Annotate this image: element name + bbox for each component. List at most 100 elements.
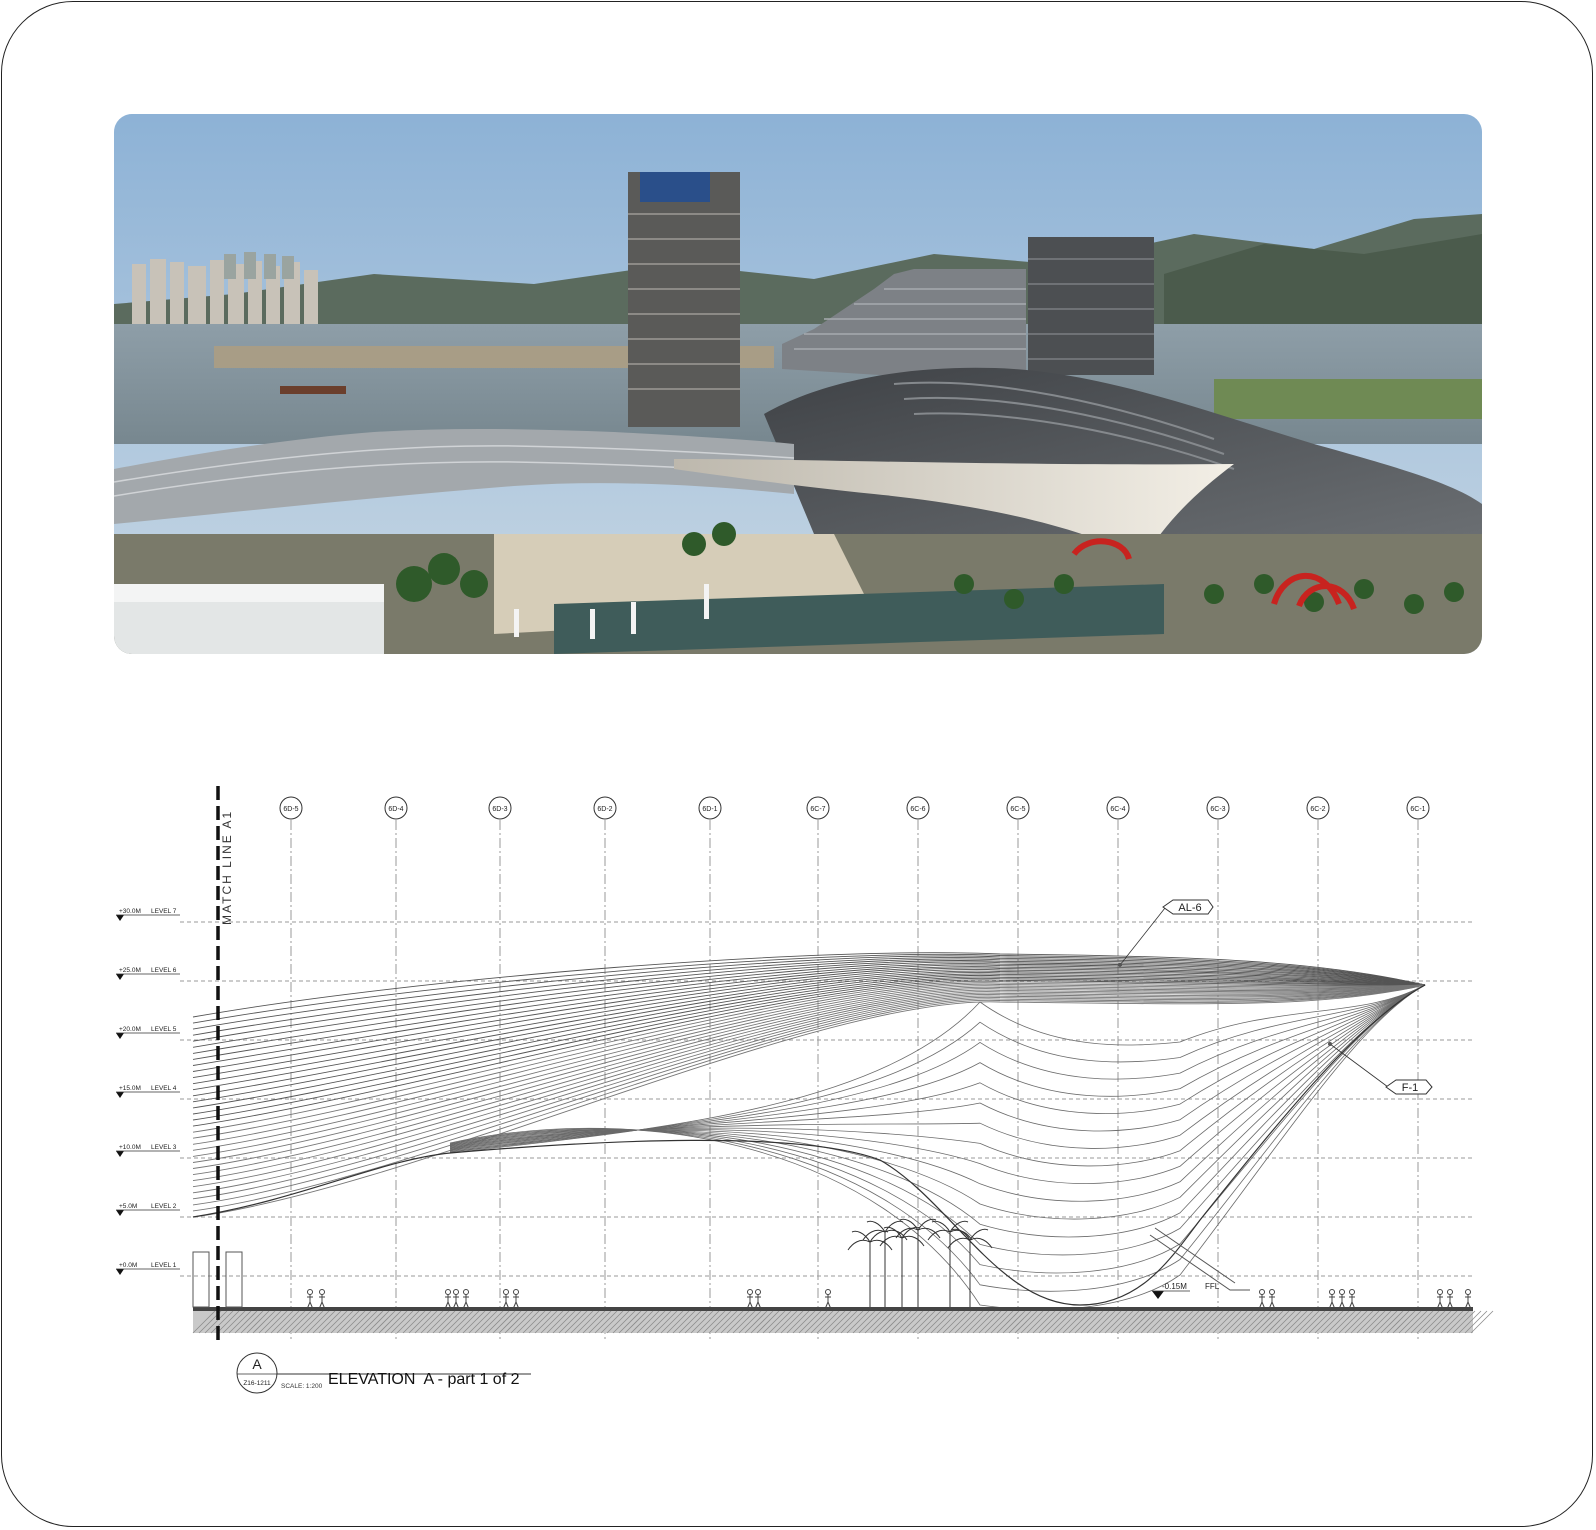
level-marker <box>116 1269 124 1275</box>
roof-curve <box>192 966 1426 1072</box>
level-name: LEVEL 3 <box>151 1144 177 1151</box>
facade-curve <box>449 984 1426 1153</box>
level-marker <box>116 1033 124 1039</box>
roof-curve <box>192 963 1426 1060</box>
grid-bubble <box>1306 796 1330 820</box>
person-figure <box>1329 1289 1335 1309</box>
facade-curve <box>449 984 1426 1154</box>
facade-outline <box>192 984 1426 1306</box>
roof-curve <box>192 957 1426 1036</box>
grid-label: 6D-5 <box>283 806 298 813</box>
facade-curve <box>449 984 1426 1220</box>
roof-curve <box>192 964 1426 1066</box>
grid-bubble <box>1206 796 1230 820</box>
level-elevation: +0.0M <box>119 1262 137 1269</box>
elevation-drawing: 6D-5 6D-4 6D-3 6D-2 6D-1 6C-7 6C-6 6C-5 6C-4 6C-3… <box>0 780 1596 1420</box>
roof-curve <box>192 979 1426 1127</box>
grid-bubble <box>1406 796 1430 820</box>
person-figure <box>1437 1289 1443 1309</box>
roof-curve <box>192 955 1426 1030</box>
grid-label: 6C-6 <box>910 806 925 813</box>
level-name: LEVEL 1 <box>151 1262 177 1269</box>
f-1-label: F-1 <box>1402 1082 1419 1094</box>
people-figures <box>307 1289 1471 1309</box>
f-leader <box>1329 1043 1389 1088</box>
roof-curve <box>192 967 1426 1079</box>
grid-bubble <box>698 796 722 820</box>
facade-curve <box>449 984 1426 1292</box>
roof-curve <box>192 982 1426 1139</box>
spot-level-label: -0.15M <box>1162 1282 1187 1291</box>
roof-curve <box>192 973 1426 1103</box>
person-figure <box>1465 1289 1471 1309</box>
facade-curve <box>449 984 1426 1150</box>
roof-curve <box>192 984 1426 1176</box>
facade-curve <box>449 984 1426 1152</box>
roof-curve <box>192 970 1426 1091</box>
title-sheet-ref: Z16-1211 <box>243 1380 271 1387</box>
grid-label: 6D-2 <box>597 806 612 813</box>
door-left-2 <box>225 1251 243 1308</box>
elevation-title: ELEVATION A - part 1 of 2 <box>328 1371 520 1388</box>
roof-curve <box>192 952 1426 1018</box>
roof-curve <box>192 969 1426 1085</box>
facade-curve <box>449 984 1426 1238</box>
roof-curve <box>192 976 1426 1115</box>
person-figure <box>513 1289 519 1309</box>
level-marker <box>116 1092 124 1098</box>
grid-label: 6C-4 <box>1110 806 1125 813</box>
level-name: LEVEL 5 <box>151 1026 177 1033</box>
person-figure <box>1339 1289 1345 1309</box>
grid-bubble <box>1006 796 1030 820</box>
roof-curve <box>192 984 1426 1151</box>
level-elevation: +20.0M <box>119 1026 141 1033</box>
grid-label: 6C-7 <box>810 806 825 813</box>
grid-label: 6D-3 <box>492 806 507 813</box>
person-figure <box>1447 1289 1453 1309</box>
building-photo <box>114 114 1482 654</box>
al-6-label: AL-6 <box>1178 902 1201 914</box>
roof-curve <box>192 984 1426 1188</box>
grid-bubble <box>279 796 303 820</box>
person-figure <box>1259 1289 1265 1309</box>
roof-curve <box>192 961 1426 1054</box>
ground-line <box>193 1307 1473 1311</box>
elevation-scale: SCALE: 1:200 <box>281 1383 323 1390</box>
roof-curve <box>192 958 1426 1042</box>
level-name: LEVEL 2 <box>151 1203 177 1210</box>
person-figure <box>747 1289 753 1309</box>
escalator <box>1149 1234 1250 1291</box>
spot-level-marker <box>1152 1291 1164 1299</box>
person-figure <box>319 1289 325 1309</box>
facade-curve <box>449 984 1426 1151</box>
level-name: LEVEL 7 <box>151 908 177 915</box>
roof-curve <box>192 953 1426 1024</box>
grid-bubble <box>806 796 830 820</box>
grid-bubble <box>488 796 512 820</box>
roof-curve <box>192 971 1426 1097</box>
person-figure <box>1349 1289 1355 1309</box>
grid-bubble <box>906 796 930 820</box>
grid-label: 6C-5 <box>1010 806 1025 813</box>
person-figure <box>755 1289 761 1309</box>
facade-curve <box>449 984 1426 1184</box>
facade-curve <box>449 984 1426 1202</box>
level-name: LEVEL 6 <box>151 967 177 974</box>
facade-curve <box>449 984 1426 1256</box>
roof-curve <box>192 984 1426 1157</box>
person-figure <box>307 1289 313 1309</box>
roof-curve <box>192 960 1426 1048</box>
person-figure <box>453 1289 459 1309</box>
roof-curve <box>192 977 1426 1121</box>
person-figure <box>503 1289 509 1309</box>
grid-label: 6D-1 <box>702 806 717 813</box>
door-left-1 <box>192 1251 210 1308</box>
roof-curve <box>192 984 1426 1200</box>
level-name: LEVEL 4 <box>151 1085 177 1092</box>
facade-curve <box>449 984 1426 1153</box>
al-leader <box>1119 907 1166 966</box>
facade-curve <box>449 984 1426 1167</box>
roof-curve <box>192 984 1426 1169</box>
grid-label: 6D-4 <box>388 806 403 813</box>
roof-curve <box>192 974 1426 1109</box>
